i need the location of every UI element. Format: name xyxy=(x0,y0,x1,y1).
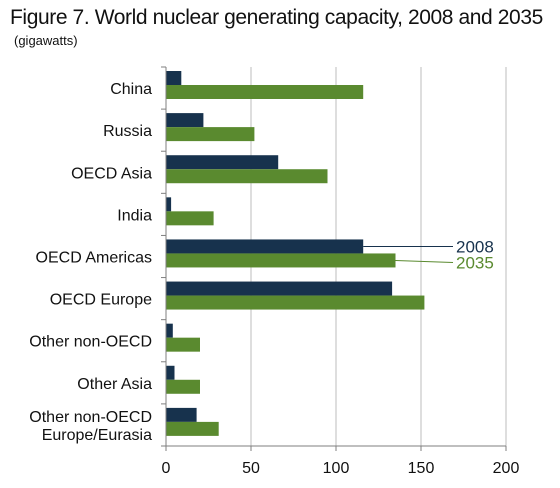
bar-2008-oecd-americas xyxy=(166,239,364,254)
bars xyxy=(166,71,425,436)
bar-2035-oecd-americas xyxy=(166,253,396,268)
bar-2008-china xyxy=(166,71,182,85)
category-label: India xyxy=(117,207,152,224)
x-tick-labels: 0 50 100 150 200 xyxy=(162,460,520,477)
category-label: Other non-OECD xyxy=(29,334,152,351)
category-label: Other non-OECD xyxy=(29,409,152,426)
category-label: China xyxy=(110,81,152,98)
category-labels: China Russia OECD Asia India OECD Americas OE… xyxy=(29,81,152,444)
bar-2035-india xyxy=(166,211,214,226)
x-tick-label: 200 xyxy=(493,460,520,477)
category-label: OECD Europe xyxy=(50,292,152,309)
chart-subtitle: (gigawatts) xyxy=(14,33,78,48)
x-tick-label: 100 xyxy=(323,460,350,477)
category-label: OECD Asia xyxy=(71,165,152,182)
category-label: Russia xyxy=(103,123,152,140)
legend-leader-2035 xyxy=(395,259,454,263)
bar-2035-other-asia xyxy=(166,379,200,394)
bar-2008-russia xyxy=(166,113,204,128)
bar-2008-other-asia xyxy=(166,365,175,380)
bar-2008-oecd-europe xyxy=(166,281,393,296)
bar-2035-oecd-europe xyxy=(166,295,425,310)
x-tick-label: 0 xyxy=(162,460,171,477)
bar-2035-other-non-oecd xyxy=(166,337,200,352)
legend-label-2035: 2035 xyxy=(456,253,494,272)
legend-label-2008: 2008 xyxy=(456,237,494,256)
bar-2008-india xyxy=(166,197,172,212)
category-label: Europe/Eurasia xyxy=(42,427,152,444)
category-label: OECD Americas xyxy=(36,250,152,267)
bar-2035-china xyxy=(166,85,364,99)
bar-2035-other-non-oecd-europe-eurasia xyxy=(166,421,219,436)
bar-2008-other-non-oecd xyxy=(166,323,173,338)
bar-2008-other-non-oecd-europe-eurasia xyxy=(166,407,197,422)
bar-2035-oecd-asia xyxy=(166,169,328,184)
chart-title: Figure 7. World nuclear generating capac… xyxy=(10,6,543,29)
axes xyxy=(161,66,507,451)
bar-2035-russia xyxy=(166,127,255,142)
category-label: Other Asia xyxy=(77,376,152,393)
bar-2008-oecd-asia xyxy=(166,155,279,170)
x-tick-label: 50 xyxy=(242,460,260,477)
x-tick-label: 150 xyxy=(408,460,435,477)
